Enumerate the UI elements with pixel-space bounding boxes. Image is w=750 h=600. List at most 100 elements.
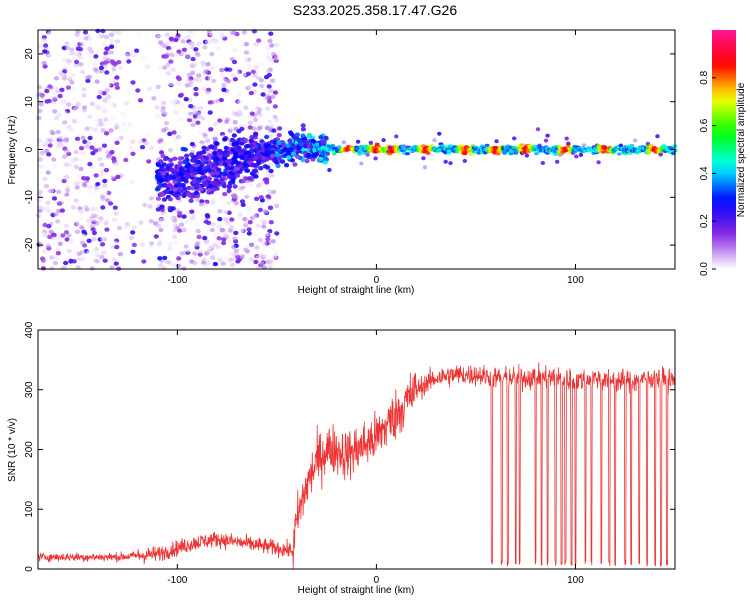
spectrogram-cell xyxy=(231,156,238,161)
spectrogram-cell xyxy=(221,240,227,246)
spectrogram-cell xyxy=(257,207,263,213)
spectrogram-cell xyxy=(70,205,76,210)
spectrogram-cell xyxy=(115,174,121,180)
spectrogram-cell xyxy=(46,152,52,157)
spectrogram-cell xyxy=(173,37,179,43)
spectrogram-cell xyxy=(172,98,178,103)
spectrogram-cell xyxy=(202,175,208,180)
spectrogram-cell xyxy=(37,108,43,114)
spectrogram-cell xyxy=(177,182,183,187)
spectrogram-cell xyxy=(178,167,184,173)
spectrogram-cell xyxy=(267,38,273,44)
spectrogram-cell xyxy=(232,236,238,241)
spectrogram-cell xyxy=(181,214,187,219)
spectrogram-cell xyxy=(209,99,215,105)
spectrogram-cell xyxy=(524,153,530,158)
spectrogram-cell xyxy=(78,166,84,172)
spectrogram-cell xyxy=(178,222,185,227)
spectrogram-cell xyxy=(322,156,328,161)
spectrogram-cell xyxy=(232,47,238,52)
spectrogram-cell xyxy=(253,131,259,136)
spectrogram-cell xyxy=(158,227,164,233)
spectrogram-cell xyxy=(167,246,173,251)
spectrogram-cell xyxy=(182,147,188,152)
spectrogram-cell xyxy=(181,47,187,52)
spectrogram-cell xyxy=(117,65,123,70)
spectrogram-cell xyxy=(64,148,70,154)
spectrogram-cell xyxy=(131,225,137,230)
spectrogram-cell xyxy=(175,225,181,231)
spectrogram-cell xyxy=(38,212,44,217)
spectrogram-cell xyxy=(201,217,207,222)
spectrogram-cell xyxy=(206,249,212,254)
spectrogram-cell xyxy=(230,177,236,183)
spectrogram-cell xyxy=(109,150,115,155)
spectrogram-cell xyxy=(57,241,63,246)
spectrogram-cell xyxy=(628,151,633,155)
spectrogram-cell xyxy=(205,90,211,95)
spectrogram-cell xyxy=(252,107,258,112)
spectrogram-cell xyxy=(158,137,164,143)
spectrogram-cell xyxy=(194,207,201,213)
spectrogram-cell xyxy=(184,175,190,180)
spectrogram-cell xyxy=(217,257,223,263)
spectrogram-cell xyxy=(212,151,218,156)
spectrogram-cell xyxy=(268,31,274,36)
spectrogram-cell xyxy=(253,226,259,231)
spectrogram-cell xyxy=(61,189,67,195)
spectrogram-cell xyxy=(268,58,275,63)
spectrogram-cell xyxy=(244,163,250,168)
spectrogram-cell xyxy=(59,87,65,93)
spectrogram-cell xyxy=(163,126,169,131)
spectrogram-cell xyxy=(216,46,222,51)
spectrogram-cell xyxy=(167,131,173,137)
spectrogram-y-tick-label: -10 xyxy=(24,190,35,205)
spectrogram-cell xyxy=(102,98,108,103)
spectrogram-cell xyxy=(111,220,117,225)
spectrogram-cell xyxy=(63,138,69,143)
spectrogram-cell xyxy=(74,229,81,234)
spectrogram-cell xyxy=(110,116,116,121)
spectrogram-cell xyxy=(221,87,227,93)
spectrogram-cell xyxy=(236,262,242,267)
spectrogram-cell xyxy=(276,148,282,153)
spectrogram-cell xyxy=(225,79,232,84)
spectrogram-cell xyxy=(264,180,270,185)
spectrogram-cell xyxy=(195,105,202,110)
spectrogram-cell xyxy=(164,224,170,229)
spectrogram-cell xyxy=(159,204,165,209)
spectrogram-cell xyxy=(231,133,237,138)
spectrogram-cell xyxy=(294,136,300,141)
spectrogram-cell xyxy=(37,157,44,162)
spectrogram-cell xyxy=(36,162,42,167)
spectrogram-cell xyxy=(578,152,584,157)
spectrogram-cell xyxy=(189,141,195,147)
spectrogram-cell xyxy=(198,150,204,156)
spectrogram-cell xyxy=(75,101,81,106)
spectrogram-cell xyxy=(168,81,175,87)
spectrogram-cell xyxy=(250,238,256,244)
spectrogram-cell xyxy=(89,69,95,74)
spectrogram-cell xyxy=(204,213,210,218)
spectrogram-cell xyxy=(180,39,186,44)
spectrogram-cell xyxy=(63,230,70,235)
spectrogram-cell xyxy=(240,254,246,259)
spectrogram-cell xyxy=(253,117,259,123)
spectrogram-cell xyxy=(98,69,104,74)
spectrogram-cell xyxy=(37,189,43,195)
spectrogram-cell xyxy=(97,32,104,37)
spectrogram-cell xyxy=(229,137,236,143)
spectrogram-cell xyxy=(104,34,110,40)
spectrogram-cell xyxy=(448,161,453,166)
snr-y-tick-label: 300 xyxy=(24,381,35,398)
spectrogram-cell xyxy=(247,115,253,120)
spectrogram-cell xyxy=(133,164,139,169)
spectrogram-cell xyxy=(170,216,176,221)
spectrogram-cell xyxy=(373,156,378,161)
spectrogram-cell xyxy=(238,186,244,191)
spectrogram-cell xyxy=(73,62,80,68)
spectrogram-cell xyxy=(272,90,279,95)
spectrogram-cell xyxy=(75,46,81,51)
spectrogram-cell xyxy=(273,56,279,61)
spectrogram-cell xyxy=(270,51,277,57)
